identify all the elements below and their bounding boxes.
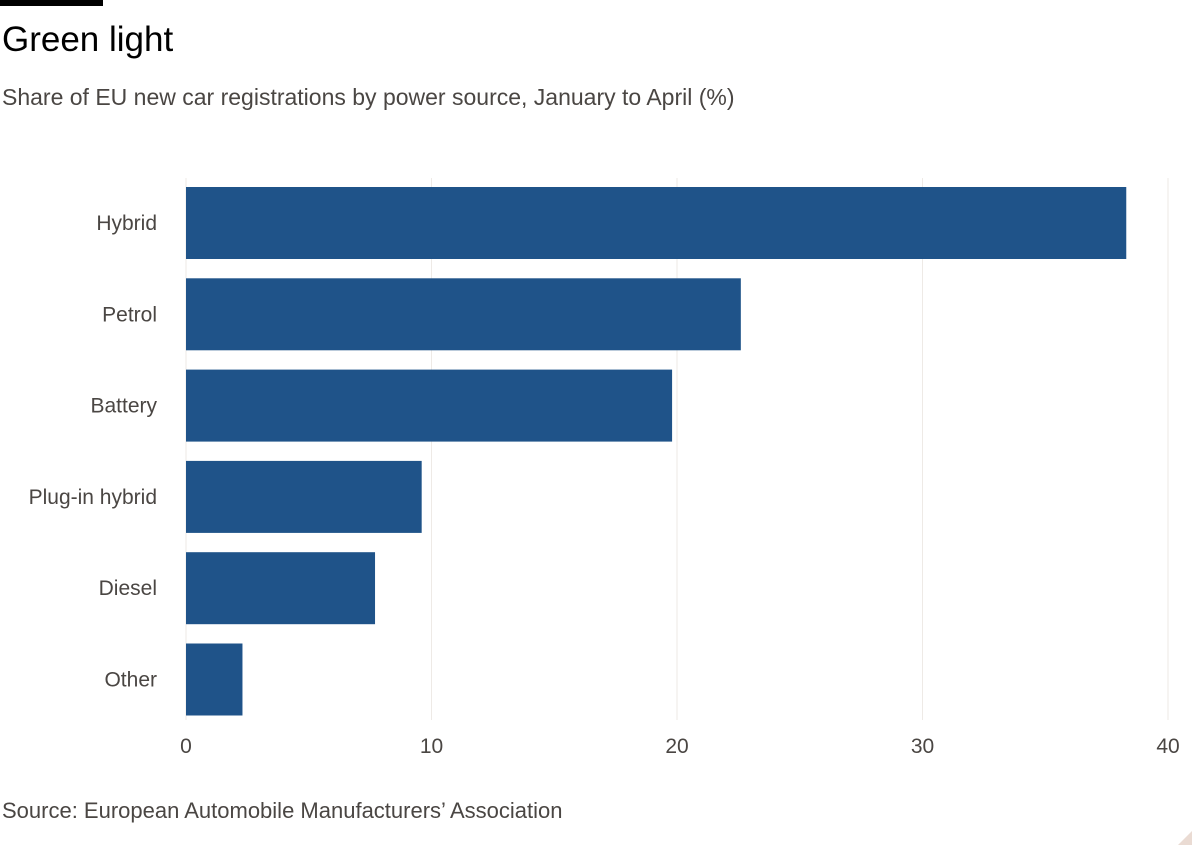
x-tick-label: 10 [420,735,443,758]
x-tick-labels: 0 10 20 30 40 [180,735,1180,758]
chart-title: Green light [2,20,174,59]
category-label: Diesel [99,577,157,600]
x-tick-label: 20 [665,735,688,758]
x-tick-label: 40 [1156,735,1179,758]
category-label: Plug-in hybrid [29,486,157,509]
bar-chart: Hybrid Petrol Battery Plug-in hybrid Diesel O… [29,178,1180,758]
category-label: Battery [90,395,157,418]
bar-hybrid [186,187,1127,259]
category-label: Petrol [102,303,157,326]
bars [186,187,1127,716]
bar-plug-in-hybrid [186,460,422,533]
corner-fold-mark [1178,831,1192,845]
category-label: Hybrid [96,212,157,235]
category-labels: Hybrid Petrol Battery Plug-in hybrid Diesel O… [29,212,158,692]
x-tick-label: 0 [180,735,192,758]
source-note: Source: European Automobile Manufacturer… [2,798,563,823]
gridlines [185,178,1169,720]
bar-other [186,643,243,716]
bar-battery [186,369,673,442]
top-accent-rule [0,0,103,6]
chart-subtitle: Share of EU new car registrations by pow… [2,84,735,110]
bar-petrol [186,278,741,351]
x-tick-label: 30 [911,735,934,758]
bar-diesel [186,552,376,625]
category-label: Other [104,669,157,692]
